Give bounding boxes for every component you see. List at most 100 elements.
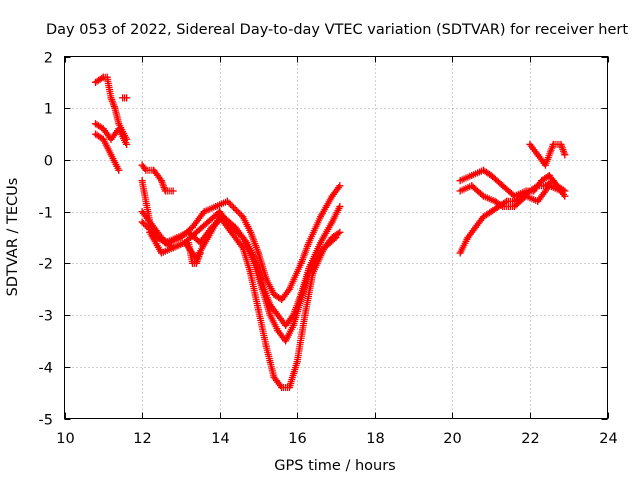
data-point <box>157 249 165 257</box>
data-point <box>92 130 100 138</box>
data-point <box>274 311 282 319</box>
data-point <box>138 218 146 226</box>
data-point <box>107 94 115 102</box>
data-point <box>169 187 177 195</box>
y-axis-label: SDTVAR / TECUs <box>5 178 21 297</box>
data-point <box>503 197 511 205</box>
x-tick-label: 18 <box>366 431 384 447</box>
data-point <box>142 166 150 174</box>
data-point <box>309 270 317 278</box>
data-point <box>92 78 100 86</box>
series-trace-13 <box>456 177 565 257</box>
data-point <box>305 239 313 247</box>
data-point <box>293 358 301 366</box>
data-point <box>223 197 231 205</box>
series-trace-10 <box>185 239 204 267</box>
data-point <box>212 202 220 210</box>
y-tick-label: -3 <box>39 309 53 325</box>
data-point <box>138 161 146 169</box>
data-point <box>161 187 169 195</box>
y-tick-label: -2 <box>39 257 53 273</box>
x-tick-label: 22 <box>521 431 539 447</box>
data-point <box>479 166 487 174</box>
data-point <box>282 337 290 345</box>
data-point <box>107 151 115 159</box>
data-point <box>282 321 290 329</box>
data-point <box>320 244 328 252</box>
data-point <box>534 197 542 205</box>
data-point <box>192 259 200 267</box>
plot-frame <box>64 56 608 419</box>
series-trace-3 <box>92 130 123 174</box>
data-point <box>491 197 499 205</box>
data-point <box>336 228 344 236</box>
data-point <box>479 213 487 221</box>
data-point <box>274 327 282 335</box>
series-trace-14 <box>526 140 569 169</box>
data-point <box>115 166 123 174</box>
data-point <box>262 275 270 283</box>
data-point <box>138 208 146 216</box>
data-point <box>103 73 111 81</box>
data-point <box>468 182 476 190</box>
data-point <box>123 140 131 148</box>
data-point <box>285 285 293 293</box>
data-point <box>464 234 472 241</box>
data-point <box>185 228 193 236</box>
data-point <box>173 234 181 241</box>
data-point <box>146 228 154 236</box>
data-point <box>227 228 235 236</box>
data-point <box>336 202 344 210</box>
data-point <box>534 182 542 190</box>
data-point <box>239 213 247 221</box>
data-point <box>278 296 286 304</box>
data-point <box>270 373 278 381</box>
series-trace-5 <box>138 161 177 195</box>
data-point <box>157 177 165 185</box>
x-tick-label: 10 <box>56 431 74 447</box>
data-point <box>328 192 336 200</box>
series-trace-12 <box>456 182 569 210</box>
data-point <box>549 177 557 185</box>
data-point <box>150 166 158 174</box>
data-point <box>510 197 518 205</box>
data-point <box>251 259 259 267</box>
data-point <box>138 177 146 185</box>
data-point <box>545 171 553 179</box>
data-point <box>456 249 464 257</box>
data-point <box>541 161 549 169</box>
data-point <box>258 285 266 293</box>
data-point <box>561 192 569 200</box>
data-point <box>169 244 177 252</box>
data-point <box>316 239 324 247</box>
data-point <box>254 249 262 257</box>
data-point <box>332 234 340 241</box>
data-point <box>301 311 309 319</box>
data-point <box>262 342 270 350</box>
y-tick-label: -1 <box>39 206 53 222</box>
data-point <box>278 383 286 391</box>
y-tick-label: 2 <box>44 51 53 67</box>
data-point <box>150 223 158 231</box>
data-point <box>188 223 196 231</box>
data-point <box>99 135 107 143</box>
data-point <box>456 187 464 195</box>
data-point <box>479 192 487 200</box>
tick-marks <box>64 56 609 420</box>
data-point <box>289 321 297 329</box>
x-tick-label: 14 <box>211 431 229 447</box>
data-point <box>247 228 255 236</box>
x-tick-label: 16 <box>288 431 306 447</box>
data-point <box>297 259 305 267</box>
series-trace-9 <box>146 213 340 391</box>
x-tick-label: 12 <box>133 431 151 447</box>
data-point <box>123 94 131 102</box>
data-point <box>499 182 507 190</box>
data-point <box>115 125 123 133</box>
series-trace-2 <box>92 120 131 148</box>
data-point <box>487 208 495 216</box>
data-point <box>216 213 224 221</box>
data-point <box>456 177 464 185</box>
data-point <box>468 171 476 179</box>
